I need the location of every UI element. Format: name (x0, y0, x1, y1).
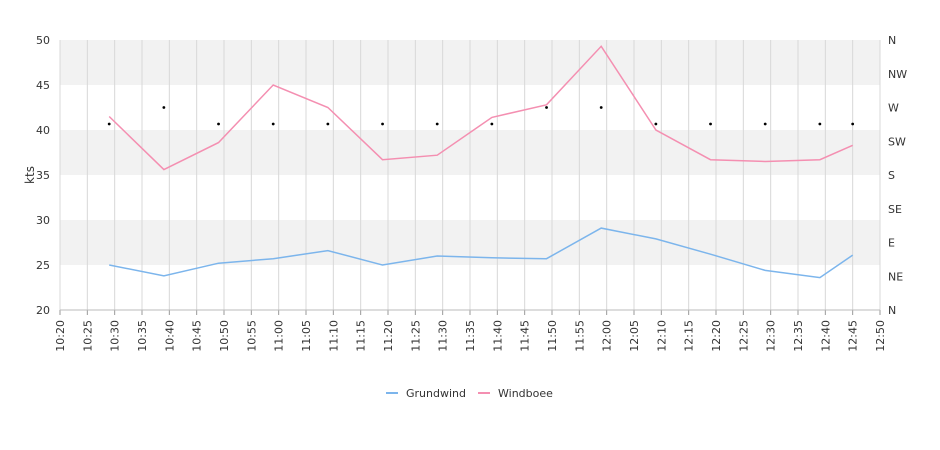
legend-label-grundwind: Grundwind (406, 387, 466, 400)
direction-marker (381, 122, 384, 126)
x-tick-label: 11:40 (491, 320, 504, 352)
y2-tick-label: NE (888, 270, 903, 283)
x-tick-label: 12:10 (655, 320, 668, 352)
direction-marker (545, 106, 548, 109)
x-tick-label: 10:55 (245, 320, 258, 352)
direction-marker (599, 106, 603, 109)
x-tick-label: 10:25 (81, 320, 94, 352)
y-tick-label: 20 (36, 304, 50, 317)
x-tick-label: 12:15 (683, 320, 696, 352)
direction-marker (490, 122, 494, 126)
direction-marker (271, 122, 275, 126)
x-tick-label: 11:25 (409, 320, 422, 352)
y-tick-label: 50 (36, 34, 50, 47)
direction-marker (851, 122, 855, 126)
x-tick-label: 12:30 (765, 320, 778, 352)
x-tick-label: 11:20 (382, 320, 395, 352)
y2-tick-label: S (888, 169, 895, 182)
x-tick-label: 11:35 (464, 320, 477, 352)
x-tick-label: 11:50 (546, 320, 559, 352)
x-tick-label: 12:00 (601, 320, 614, 352)
x-tick-label: 11:45 (519, 320, 532, 352)
x-tick-label: 12:40 (819, 320, 832, 352)
direction-marker (818, 122, 822, 126)
y2-tick-label: NW (888, 68, 907, 81)
y-tick-label: 35 (36, 169, 50, 182)
y-tick-label: 45 (36, 79, 50, 92)
x-tick-label: 12:20 (710, 320, 723, 352)
direction-marker (326, 122, 330, 126)
y-tick-label: 40 (36, 124, 50, 137)
x-tick-label: 10:50 (218, 320, 231, 352)
direction-marker (107, 122, 111, 126)
direction-marker (654, 122, 658, 126)
y-tick-label: 25 (36, 259, 50, 272)
x-tick-label: 10:30 (109, 320, 122, 352)
direction-marker (217, 122, 220, 126)
y2-tick-label: SE (888, 203, 902, 216)
y-tick-label: 30 (36, 214, 50, 227)
x-tick-label: 11:00 (273, 320, 286, 352)
y2-tick-label: E (888, 237, 895, 250)
y2-tick-label: W (888, 102, 899, 115)
x-tick-label: 10:45 (191, 320, 204, 352)
x-tick-label: 11:10 (327, 320, 340, 352)
x-tick-label: 12:25 (737, 320, 750, 352)
direction-marker (763, 122, 767, 126)
y-axis-title: kts (23, 166, 37, 184)
x-tick-label: 12:05 (628, 320, 641, 352)
x-tick-label: 10:40 (163, 320, 176, 352)
direction-marker (162, 106, 166, 109)
y2-tick-label: N (888, 304, 896, 317)
legend-label-windboee: Windboee (498, 387, 553, 400)
x-tick-label: 12:50 (874, 320, 887, 352)
x-tick-label: 11:55 (573, 320, 586, 352)
x-tick-label: 12:35 (792, 320, 805, 352)
series-line-windboee (108, 45, 854, 171)
x-tick-label: 10:20 (54, 320, 67, 352)
x-tick-label: 12:45 (847, 320, 860, 352)
x-tick-label: 11:30 (437, 320, 450, 352)
x-tick-label: 11:05 (300, 320, 313, 352)
x-tick-label: 11:15 (355, 320, 368, 352)
x-tick-label: 10:35 (136, 320, 149, 352)
series-line-grundwind (109, 227, 854, 279)
y2-tick-label: SW (888, 135, 906, 148)
direction-marker (435, 122, 439, 126)
y2-tick-label: N (888, 34, 896, 47)
direction-marker (709, 122, 712, 126)
